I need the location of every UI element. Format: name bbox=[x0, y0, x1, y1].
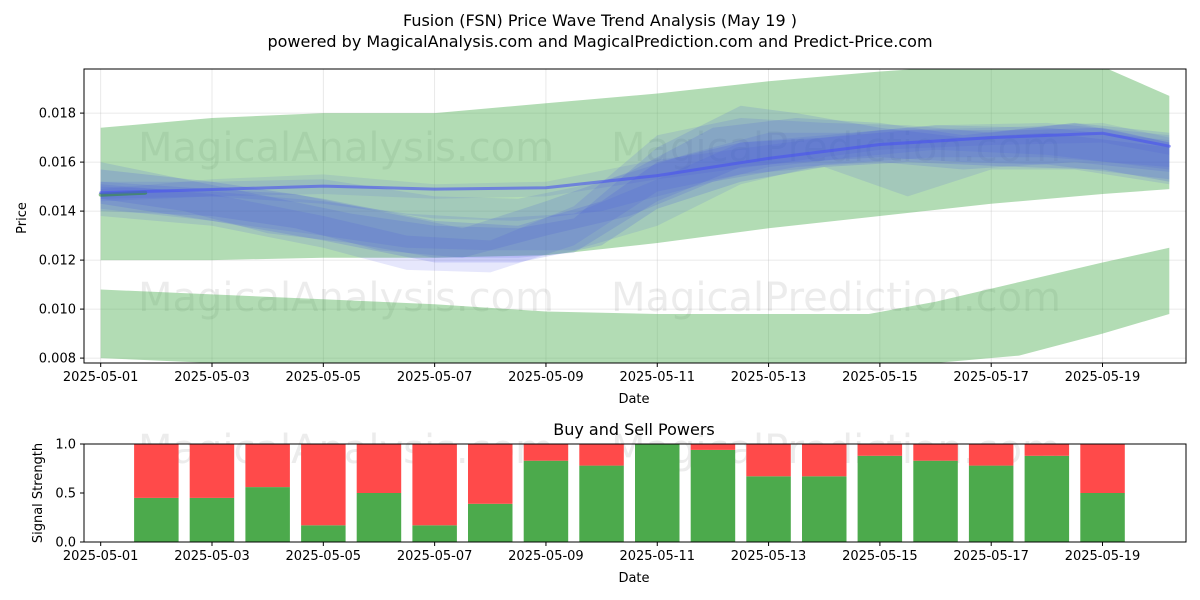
blue-mean-line bbox=[99, 131, 1171, 195]
x-tick-label: 2025-05-11 bbox=[619, 370, 695, 385]
lower-green-band bbox=[100, 247, 1170, 363]
x-tick-label: 2025-05-07 bbox=[397, 549, 473, 564]
y-tick-label: 0.5 bbox=[55, 487, 76, 502]
blue-band-2 bbox=[100, 118, 1170, 258]
price-axes-frame bbox=[83, 68, 1187, 364]
sell-bar bbox=[356, 444, 402, 493]
buy-bar bbox=[301, 525, 346, 542]
x-tick-label: 2025-05-15 bbox=[842, 549, 918, 564]
x-tick-label: 2025-05-07 bbox=[397, 370, 473, 385]
x-tick-label: 2025-05-17 bbox=[953, 370, 1029, 385]
y-tick-label: 0.012 bbox=[39, 254, 76, 269]
y-tick-label: 0.018 bbox=[39, 107, 76, 122]
y-tick-label: 0.014 bbox=[39, 205, 76, 220]
blue-band-4 bbox=[100, 118, 1170, 273]
buy-bar bbox=[857, 455, 903, 542]
buy-bar bbox=[1024, 455, 1070, 542]
x-tick-label: 2025-05-01 bbox=[63, 370, 139, 385]
price-grid bbox=[84, 69, 1186, 363]
sell-bar bbox=[802, 444, 847, 477]
x-tick-label: 2025-05-11 bbox=[619, 549, 695, 564]
sell-bar bbox=[913, 444, 958, 461]
chart-title-line1: Fusion (FSN) Price Wave Trend Analysis (… bbox=[403, 11, 797, 30]
sell-bar bbox=[134, 444, 179, 498]
sell-bar bbox=[468, 444, 513, 504]
y-tick-label: 0.016 bbox=[39, 156, 76, 171]
sell-bar bbox=[245, 444, 290, 488]
upper-green-band bbox=[100, 69, 1170, 261]
blue-band-6 bbox=[100, 122, 1170, 251]
buy-bar bbox=[245, 487, 290, 542]
x-tick-label: 2025-05-19 bbox=[1065, 370, 1141, 385]
blue-band-5 bbox=[100, 125, 1170, 221]
buy-bar bbox=[189, 497, 235, 542]
x-tick-label: 2025-05-09 bbox=[508, 549, 584, 564]
sell-bar bbox=[1024, 444, 1070, 456]
powers-xlabel: Date bbox=[618, 571, 649, 586]
buy-bar bbox=[690, 449, 736, 542]
powers-ylabel: Signal Strength bbox=[31, 443, 46, 543]
buy-bar bbox=[579, 465, 624, 542]
buy-bar bbox=[746, 476, 791, 542]
watermark: MagicalPrediction.com bbox=[611, 125, 1061, 171]
x-tick-label: 2025-05-17 bbox=[953, 549, 1029, 564]
price-ylabel: Price bbox=[15, 202, 30, 234]
sell-bar bbox=[690, 444, 736, 450]
x-tick-label: 2025-05-09 bbox=[508, 370, 584, 385]
powers-plot: MagicalAnalysis.comMagicalPrediction.com… bbox=[55, 427, 1187, 564]
buy-bar bbox=[468, 503, 513, 542]
buy-bar bbox=[134, 497, 179, 542]
watermark: MagicalAnalysis.com bbox=[138, 125, 554, 171]
sell-bar bbox=[746, 444, 791, 477]
price-plot: MagicalAnalysis.com MagicalPrediction.com… bbox=[39, 68, 1187, 385]
price-xlabel: Date bbox=[618, 392, 649, 407]
buy-bar bbox=[1080, 493, 1125, 542]
y-tick-label: 0.010 bbox=[39, 303, 76, 318]
y-tick-label: 0.0 bbox=[55, 536, 76, 551]
price-series-area bbox=[98, 69, 1171, 363]
buy-bar bbox=[523, 460, 569, 542]
x-tick-label: 2025-05-03 bbox=[174, 549, 250, 564]
sell-bar bbox=[301, 444, 346, 526]
sell-bar bbox=[579, 444, 624, 466]
buy-bar bbox=[802, 476, 847, 542]
y-tick-label: 1.0 bbox=[55, 438, 76, 453]
x-tick-label: 2025-05-19 bbox=[1065, 549, 1141, 564]
x-tick-label: 2025-05-05 bbox=[286, 549, 362, 564]
sell-bar bbox=[857, 444, 903, 456]
watermark: MagicalAnalysis.com bbox=[138, 275, 554, 321]
sell-bar bbox=[968, 444, 1014, 466]
buy-bar bbox=[356, 493, 402, 542]
x-tick-label: 2025-05-15 bbox=[842, 370, 918, 385]
x-tick-label: 2025-05-13 bbox=[731, 549, 807, 564]
watermark: MagicalPrediction.com bbox=[611, 275, 1061, 321]
blue-band-1 bbox=[100, 127, 1170, 263]
powers-title: Buy and Sell Powers bbox=[553, 420, 715, 439]
buy-bar bbox=[412, 525, 457, 542]
x-tick-label: 2025-05-13 bbox=[731, 370, 807, 385]
sell-bar bbox=[189, 444, 235, 498]
buy-bar bbox=[635, 444, 680, 542]
sell-bar bbox=[1080, 444, 1125, 493]
x-tick-label: 2025-05-01 bbox=[63, 549, 139, 564]
buy-bar bbox=[913, 460, 958, 542]
buy-bar bbox=[968, 465, 1014, 542]
chart-title-line2: powered by MagicalAnalysis.com and Magic… bbox=[267, 32, 932, 51]
y-tick-label: 0.008 bbox=[39, 352, 76, 367]
sell-bar bbox=[523, 444, 569, 461]
sell-bar bbox=[412, 444, 457, 526]
x-tick-label: 2025-05-05 bbox=[286, 370, 362, 385]
x-tick-label: 2025-05-03 bbox=[174, 370, 250, 385]
